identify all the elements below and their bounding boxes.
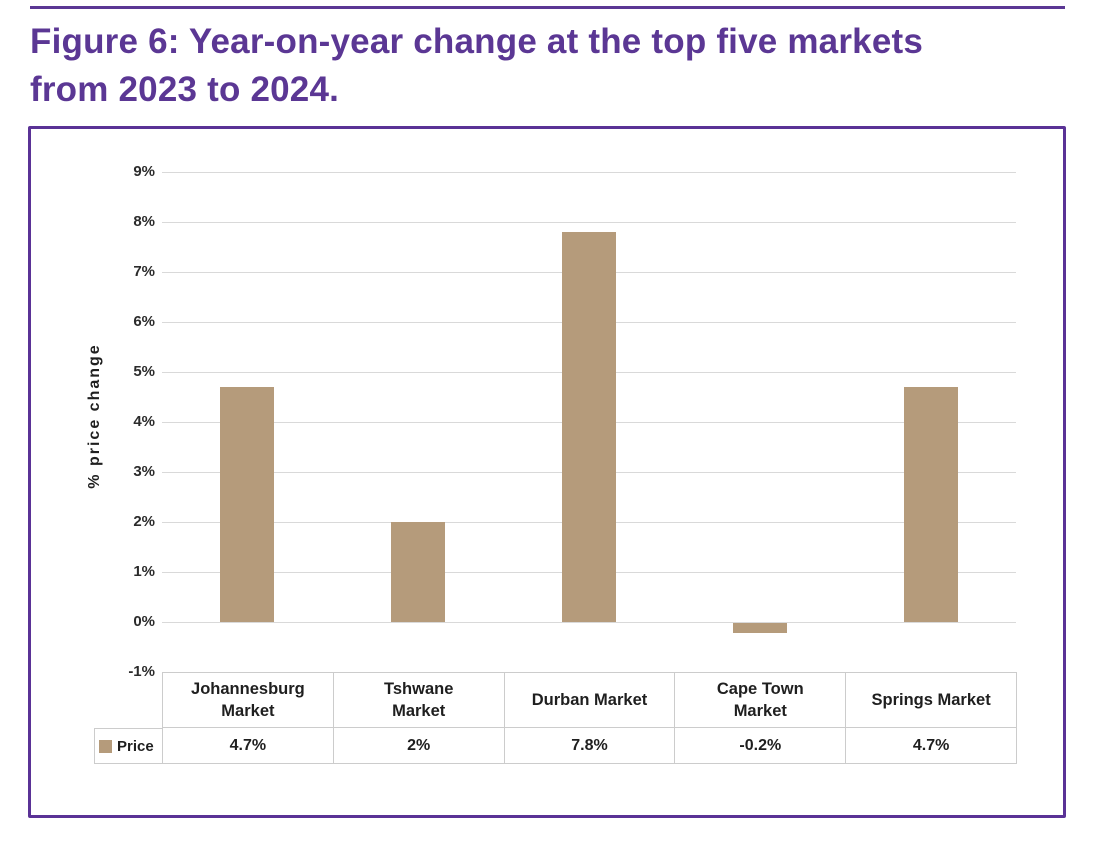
header-cell-johannesburg-market: Johannesburg Market (162, 672, 334, 728)
value-cell-durban-market: 7.8% (503, 727, 676, 764)
legend-label: Price (117, 737, 154, 755)
header-text-line: Market (733, 702, 787, 720)
header-text-line: Johannesburg (191, 680, 305, 698)
bar-cape-town-market (732, 623, 787, 633)
header-text-line: Market (221, 702, 275, 720)
value-cell-johannesburg-market: 4.7% (162, 727, 334, 764)
value-cell-cape-town-market: -0.2% (674, 727, 847, 764)
value-cell-tshwane-market: 2% (332, 727, 505, 764)
bar-springs-market (903, 387, 958, 622)
bar-johannesburg-market (220, 387, 275, 622)
y-tick-label-4%: 4% (133, 413, 155, 430)
chart-frame: 9% 8% 7% 6% 5% 4% 3% 2% 1% 0% -1% % price change J… (28, 126, 1066, 818)
header-cell-tshwane-market: Tshwane Market (332, 672, 505, 728)
y-tick-label--1%: -1% (128, 663, 155, 680)
figure-caption-line2: from 2023 to 2024. (30, 70, 340, 109)
y-axis-title: % price change (86, 343, 103, 489)
category-value-table: Johannesburg Market Tshwane Market Durban Ma… (162, 672, 1017, 764)
header-text-line: Durban Market (531, 691, 648, 709)
header-text-line: Cape Town (716, 680, 804, 698)
y-tick-label-3%: 3% (133, 463, 155, 480)
y-tick-label-2%: 2% (133, 513, 155, 530)
header-text-line: Market (392, 702, 446, 720)
bar-durban-market (562, 232, 616, 622)
header-text-line: Springs Market (871, 691, 991, 709)
legend: Price (94, 728, 163, 764)
value-cell-springs-market: 4.7% (845, 727, 1017, 764)
gridline-8 (162, 222, 1016, 223)
y-tick-label-8%: 8% (133, 213, 155, 230)
price-series-swatch-icon (99, 739, 112, 753)
figure-caption-line1: Figure 6: Year-on-year change at the top… (30, 22, 924, 61)
bar-tshwane-market (391, 522, 446, 622)
plot-area: 9% 8% 7% 6% 5% 4% 3% 2% 1% 0% -1% % price change J… (31, 129, 1063, 815)
gridline-9 (162, 172, 1016, 173)
table-header-row: Johannesburg Market Tshwane Market Durban Ma… (162, 672, 1017, 728)
y-tick-label-1%: 1% (133, 563, 155, 580)
y-tick-label-0%: 0% (133, 613, 155, 630)
header-text-line: Tshwane (384, 680, 454, 698)
y-tick-label-5%: 5% (133, 363, 155, 380)
table-value-row: 4.7% 2% 7.8% -0.2% 4.7% (162, 727, 1017, 764)
y-tick-label-7%: 7% (133, 263, 155, 280)
gridline-0 (162, 622, 1016, 623)
top-decorative-rule (30, 6, 1065, 9)
y-tick-label-9%: 9% (133, 163, 155, 180)
y-tick-label-6%: 6% (133, 313, 155, 330)
header-cell-springs-market: Springs Market (845, 672, 1017, 728)
header-cell-durban-market: Durban Market (503, 672, 676, 728)
figure-caption: Figure 6: Year-on-year change at the top… (30, 18, 1030, 114)
header-cell-cape-town-market: Cape Town Market (674, 672, 847, 728)
